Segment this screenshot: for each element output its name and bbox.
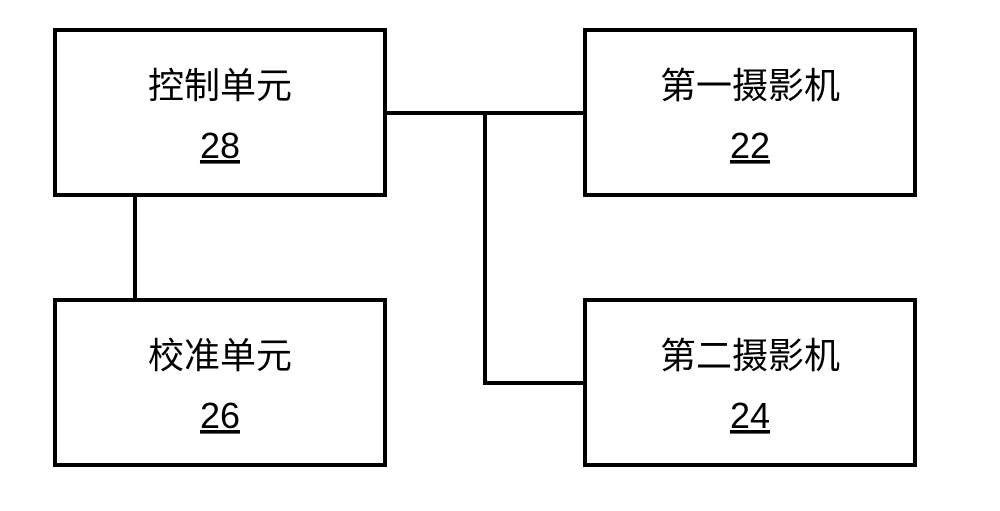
node-camera2-label: 第二摄影机 xyxy=(660,335,840,376)
edge-bus-camera2 xyxy=(485,113,585,383)
node-camera2-num: 24 xyxy=(730,395,770,436)
node-camera2: 第二摄影机 24 xyxy=(585,300,915,465)
node-calib: 校准单元 26 xyxy=(55,300,385,465)
node-calib-num: 26 xyxy=(200,395,240,436)
node-control-num: 28 xyxy=(200,125,240,166)
node-control-label: 控制单元 xyxy=(148,65,292,106)
node-camera1: 第一摄影机 22 xyxy=(585,30,915,195)
node-calib-label: 校准单元 xyxy=(148,335,292,376)
node-camera1-num: 22 xyxy=(730,125,770,166)
node-camera1-label: 第一摄影机 xyxy=(660,65,840,106)
node-control: 控制单元 28 xyxy=(55,30,385,195)
diagram-canvas: 控制单元 28 第一摄影机 22 校准单元 26 第二摄影机 24 xyxy=(0,0,1000,511)
